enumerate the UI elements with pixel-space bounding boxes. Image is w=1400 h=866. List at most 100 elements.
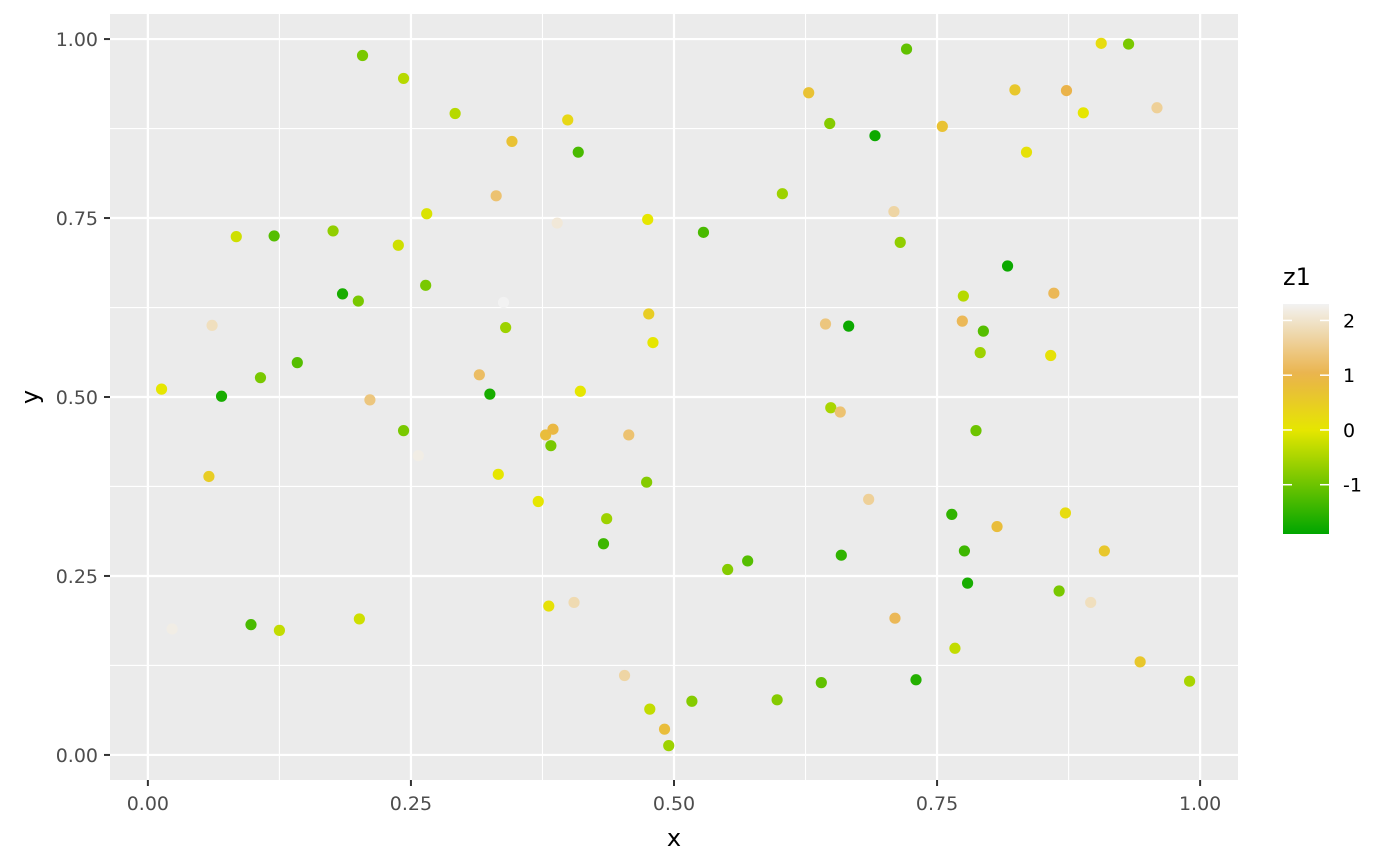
data-point bbox=[663, 740, 675, 752]
data-point bbox=[863, 493, 875, 505]
data-point bbox=[803, 87, 815, 99]
data-point bbox=[473, 369, 485, 381]
data-point bbox=[291, 357, 303, 369]
data-point bbox=[574, 385, 586, 397]
data-point bbox=[601, 513, 613, 525]
data-point bbox=[421, 208, 433, 220]
data-point bbox=[327, 225, 339, 237]
data-point bbox=[1053, 585, 1065, 597]
data-point bbox=[420, 279, 432, 291]
y-tick-label: 0.25 bbox=[56, 566, 98, 588]
data-point bbox=[771, 694, 783, 706]
data-point bbox=[1098, 545, 1110, 557]
data-point bbox=[900, 43, 913, 55]
data-point bbox=[641, 476, 653, 488]
data-point bbox=[949, 642, 961, 654]
y-tick-label: 0.00 bbox=[56, 745, 98, 767]
data-point bbox=[956, 315, 968, 327]
data-point bbox=[970, 425, 982, 437]
data-point bbox=[155, 383, 168, 395]
x-tick-label: 0.50 bbox=[653, 793, 695, 815]
data-point bbox=[889, 612, 901, 624]
data-point bbox=[547, 423, 559, 435]
data-point bbox=[352, 295, 364, 307]
data-point bbox=[545, 440, 557, 452]
data-point bbox=[957, 290, 969, 302]
data-point bbox=[1183, 675, 1196, 687]
data-point bbox=[1095, 37, 1107, 49]
legend-ticks: -1 0 1 2 bbox=[1283, 310, 1362, 497]
x-tick-label: 0.00 bbox=[127, 793, 169, 815]
data-point bbox=[500, 321, 512, 334]
data-point bbox=[1045, 349, 1057, 362]
data-point bbox=[835, 549, 847, 561]
data-point bbox=[623, 429, 635, 441]
data-point bbox=[397, 72, 410, 85]
data-point bbox=[353, 613, 365, 625]
data-point bbox=[1020, 146, 1033, 158]
data-point bbox=[215, 390, 228, 402]
data-point bbox=[776, 188, 788, 200]
data-point bbox=[364, 394, 376, 406]
y-axis: 0.00 0.25 0.50 0.75 1.00 bbox=[56, 29, 110, 767]
data-point bbox=[230, 231, 242, 243]
data-point bbox=[397, 425, 410, 437]
data-point bbox=[815, 677, 827, 689]
data-points bbox=[155, 37, 1196, 752]
data-point bbox=[647, 336, 659, 349]
data-point bbox=[1151, 102, 1163, 114]
data-point bbox=[722, 563, 734, 576]
data-point bbox=[506, 135, 518, 148]
data-point bbox=[497, 296, 510, 309]
data-point bbox=[834, 406, 846, 418]
data-point bbox=[412, 450, 424, 462]
data-point bbox=[1001, 260, 1014, 272]
data-point bbox=[273, 624, 286, 636]
data-point bbox=[356, 49, 369, 62]
data-point bbox=[568, 596, 580, 609]
data-point bbox=[642, 213, 654, 226]
data-point bbox=[166, 623, 178, 635]
data-point bbox=[961, 577, 974, 589]
data-point bbox=[1085, 596, 1097, 609]
data-point bbox=[1134, 656, 1146, 668]
data-point bbox=[532, 495, 544, 508]
data-point bbox=[958, 545, 971, 557]
data-point bbox=[686, 695, 698, 707]
data-point bbox=[644, 703, 656, 715]
data-point bbox=[643, 308, 655, 320]
data-point bbox=[658, 723, 671, 735]
data-point bbox=[894, 236, 906, 248]
data-point bbox=[819, 318, 832, 330]
data-point bbox=[1077, 107, 1089, 119]
data-point bbox=[490, 190, 502, 202]
data-point bbox=[1009, 84, 1021, 96]
data-point bbox=[742, 555, 754, 567]
data-point bbox=[910, 674, 922, 686]
data-point bbox=[1122, 38, 1135, 50]
data-point bbox=[206, 319, 218, 332]
data-point bbox=[1059, 507, 1072, 519]
data-point bbox=[1060, 85, 1073, 97]
legend-tick-label: -1 bbox=[1343, 475, 1362, 497]
data-point bbox=[203, 470, 215, 483]
data-point bbox=[245, 619, 257, 631]
data-point bbox=[449, 107, 461, 120]
data-point bbox=[572, 146, 584, 158]
x-axis-title: x bbox=[667, 824, 681, 852]
color-legend: z1 -1 0 1 2 bbox=[1283, 263, 1362, 534]
data-point bbox=[977, 325, 989, 337]
data-point bbox=[936, 120, 948, 132]
legend-tick-label: 1 bbox=[1343, 365, 1355, 387]
x-tick-label: 0.25 bbox=[390, 793, 432, 815]
data-point bbox=[484, 388, 496, 400]
major-gridlines bbox=[110, 14, 1238, 780]
data-point bbox=[991, 520, 1003, 533]
data-point bbox=[597, 538, 610, 550]
data-point bbox=[562, 114, 574, 126]
data-point bbox=[551, 217, 563, 229]
data-point bbox=[336, 288, 349, 300]
data-point bbox=[492, 468, 504, 480]
y-tick-label: 0.75 bbox=[56, 208, 98, 230]
